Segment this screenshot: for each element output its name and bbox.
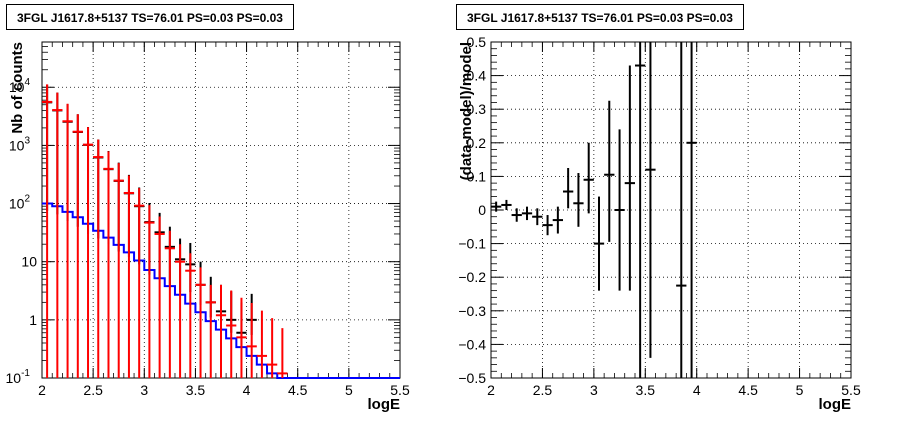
y-tick-label: −0.2 xyxy=(458,269,486,285)
x-tick-label: 4 xyxy=(243,382,251,398)
x-tick-label: 5.5 xyxy=(390,382,410,398)
x-tick-label: 5 xyxy=(796,382,804,398)
y-tick-label: 10-1 xyxy=(6,368,31,386)
counts-panel: 2 2.5 3 3.5 4 4.5 5 5.5 10-1 1 10 102 103 104 logE Nb o… xyxy=(6,4,410,413)
y-tick-label: 0 xyxy=(478,202,486,218)
x-tick-label: 2 xyxy=(487,382,495,398)
y-tick-label: 0.4 xyxy=(467,68,487,84)
x-axis-label: logE xyxy=(368,396,401,413)
y-tick-label: −0.1 xyxy=(458,236,486,252)
y-tick-label: 0.3 xyxy=(467,101,487,117)
x-tick-label: 3 xyxy=(590,382,598,398)
y-tick-label: −0.5 xyxy=(458,370,486,386)
y-tick-label: 10 xyxy=(21,254,37,270)
counts-plot: 2 2.5 3 3.5 4 4.5 5 5.5 10-1 1 10 102 103 104 logE Nb o… xyxy=(6,41,410,413)
x-tick-label: 4.5 xyxy=(288,382,308,398)
y-axis-label: Nb of counts xyxy=(9,42,26,134)
x-tick-label: 2.5 xyxy=(83,382,103,398)
x-tick-label: 4 xyxy=(693,382,701,398)
y-tick-label: 0.2 xyxy=(467,135,487,151)
residual-title: 3FGL J1617.8+5137 TS=76.01 PS=0.03 PS=0.… xyxy=(456,4,744,30)
y-tick-label: 0.1 xyxy=(467,168,487,184)
y-tick-label: 104 xyxy=(9,77,31,95)
y-tick-label: −0.3 xyxy=(458,303,486,319)
counts-title: 3FGL J1617.8+5137 TS=76.01 PS=0.03 PS=0.… xyxy=(6,4,294,30)
x-tick-label: 5 xyxy=(345,382,353,398)
x-tick-label: 2.5 xyxy=(533,382,553,398)
y-tick-label: 103 xyxy=(9,135,31,153)
y-tick-label: 0.5 xyxy=(467,34,487,50)
x-axis-label: logE xyxy=(819,396,852,413)
x-tick-label: 5.5 xyxy=(841,382,861,398)
y-tick-label: −0.4 xyxy=(458,336,486,352)
residual-plot: 2 2.5 3 3.5 4 4.5 5 5.5 −0.5 −0.4 −0.3 −0.2 −0.1 0 0.1… xyxy=(458,34,861,413)
x-tick-label: 3.5 xyxy=(636,382,656,398)
y-tick-label: 102 xyxy=(9,194,31,212)
y-tick-label: 1 xyxy=(29,312,37,328)
series-0-step-line xyxy=(42,202,400,379)
x-tick-label: 2 xyxy=(38,382,46,398)
x-tick-label: 3 xyxy=(140,382,148,398)
x-tick-label: 3.5 xyxy=(186,382,206,398)
y-axis-label: (data-model)/model xyxy=(458,42,475,180)
residual-panel: 2 2.5 3 3.5 4 4.5 5 5.5 −0.5 −0.4 −0.3 −0.2 −0.1 0 0.1… xyxy=(449,0,898,421)
x-tick-label: 4.5 xyxy=(738,382,758,398)
